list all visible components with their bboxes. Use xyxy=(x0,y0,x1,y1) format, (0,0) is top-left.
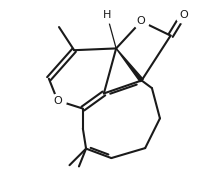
Text: O: O xyxy=(53,96,62,106)
Polygon shape xyxy=(116,48,143,82)
Text: O: O xyxy=(137,16,146,26)
Text: O: O xyxy=(179,10,188,20)
Text: H: H xyxy=(103,10,111,20)
